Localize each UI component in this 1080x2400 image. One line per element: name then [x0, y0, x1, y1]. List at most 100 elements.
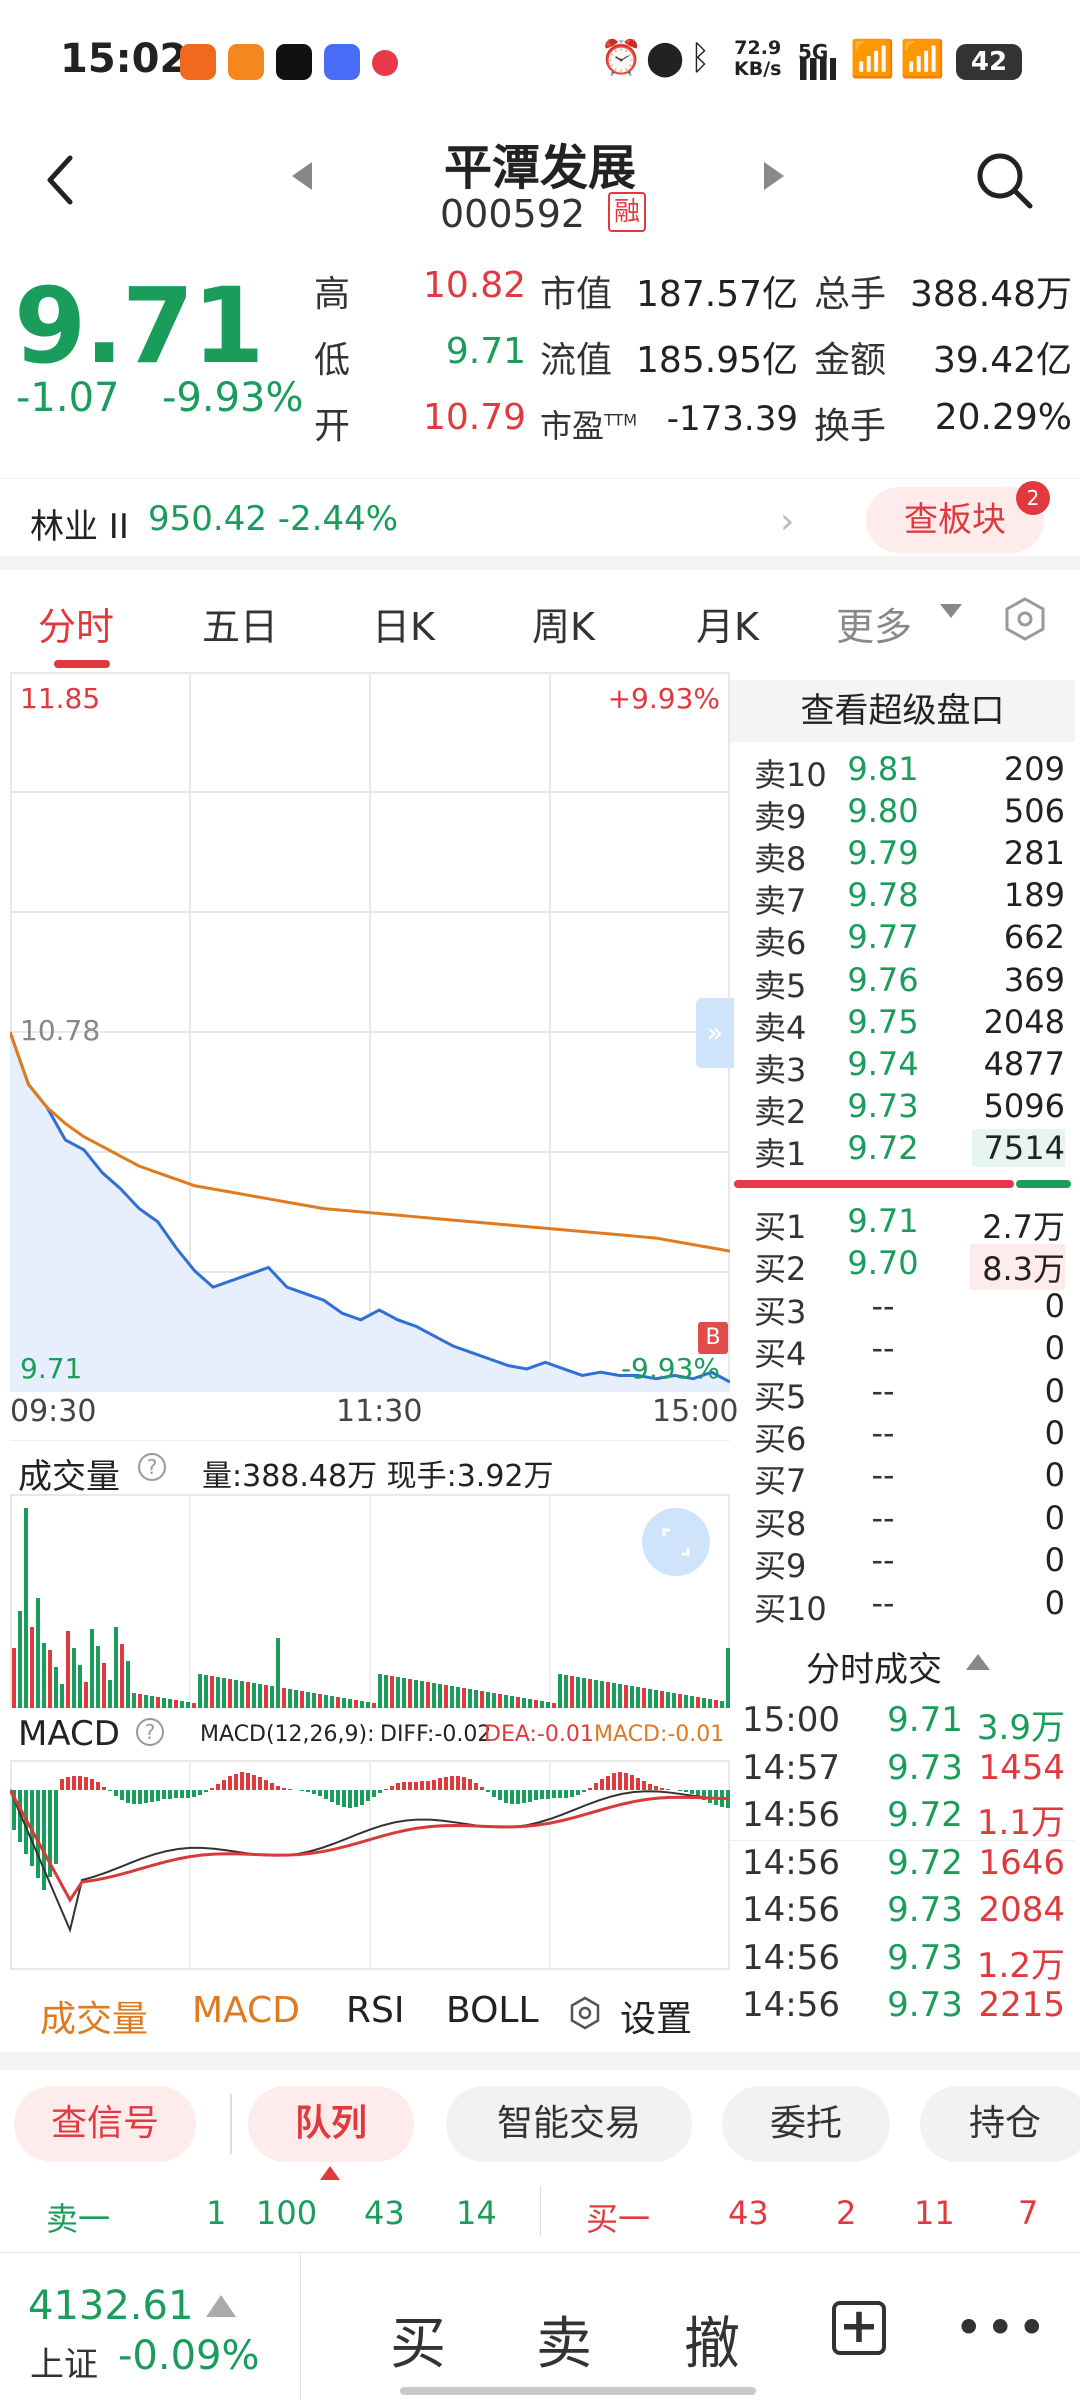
fullscreen-icon[interactable] — [640, 1506, 712, 1578]
tab-monthly-k[interactable]: 月K — [696, 605, 759, 649]
macd-bar — [138, 1790, 142, 1804]
ask-row[interactable]: 卖2 9.73 5096 — [730, 1087, 1075, 1131]
macd-bar — [312, 1790, 316, 1794]
bid-row[interactable]: 买8 -- 0 — [730, 1498, 1075, 1543]
volume-bar — [222, 1678, 226, 1708]
ask-row[interactable]: 卖7 9.78 189 — [730, 876, 1075, 920]
ask-row[interactable]: 卖1 9.72 7514 — [730, 1128, 1075, 1173]
buy-button[interactable]: 买 — [390, 2312, 446, 2377]
action-bar: 查信号 队列 智能交易 委托 持仓 — [0, 2070, 1080, 2180]
app-notification-icon — [180, 44, 216, 80]
macd-bar — [678, 1790, 682, 1791]
expand-panel-icon[interactable]: » — [696, 998, 734, 1068]
back-icon[interactable] — [40, 150, 80, 210]
search-icon[interactable] — [972, 148, 1036, 212]
macd-bar — [306, 1790, 310, 1792]
prev-stock-icon[interactable] — [292, 162, 312, 190]
macd-bar — [450, 1776, 454, 1790]
index-ticker[interactable]: 4132.61 上证 -0.09% — [0, 2253, 300, 2400]
volume-bar — [132, 1693, 136, 1708]
position-button[interactable]: 持仓 — [920, 2086, 1080, 2162]
volume-bar — [654, 1690, 658, 1708]
intraday-chart[interactable]: 11.85 +9.93% 10.78 9.71 -9.93% B » — [8, 672, 734, 1392]
divider — [300, 2253, 301, 2400]
super-book-button[interactable]: 查看超级盘口 — [730, 680, 1075, 742]
indicator-settings-tab[interactable]: 设置 — [620, 1999, 693, 2040]
divider — [230, 2094, 232, 2154]
smart-trade-button[interactable]: 智能交易 — [446, 2086, 692, 2162]
ask-row[interactable]: 卖3 9.74 4877 — [730, 1045, 1075, 1089]
volume-chart[interactable] — [10, 1494, 730, 1708]
bid-row[interactable]: 买10 -- 0 — [730, 1583, 1075, 1628]
tab-daily-k[interactable]: 日K — [372, 605, 435, 649]
bid-row[interactable]: 买2 9.70 8.3万 — [730, 1244, 1075, 1291]
bid-row[interactable]: 买4 -- 0 — [730, 1329, 1075, 1373]
macd-bar — [192, 1790, 196, 1797]
more-icon[interactable]: ••• — [954, 2299, 1049, 2357]
tab-intraday[interactable]: 分时 — [38, 605, 115, 649]
help-icon[interactable]: ? — [136, 1718, 164, 1746]
indicator-rsi-tab[interactable]: RSI — [346, 1990, 405, 2031]
bid-row[interactable]: 买6 -- 0 — [730, 1414, 1075, 1458]
macd-bar — [108, 1790, 112, 1791]
ask-row[interactable]: 卖4 9.75 2048 — [730, 1003, 1075, 1047]
indicator-boll-tab[interactable]: BOLL — [446, 1990, 539, 2031]
ask-row[interactable]: 卖10 9.81 209 — [730, 750, 1075, 794]
macd-bar — [360, 1790, 364, 1805]
macd-bar — [324, 1790, 328, 1799]
volume-bar — [24, 1508, 28, 1708]
next-stock-icon[interactable] — [764, 162, 784, 190]
bid-row[interactable]: 买9 -- 0 — [730, 1541, 1075, 1585]
settings-hex-icon[interactable] — [1002, 596, 1048, 642]
book-price: -- — [871, 1371, 895, 1410]
indicator-volume-tab[interactable]: 成交量 — [40, 1999, 149, 2040]
tab-more[interactable]: 更多 — [836, 605, 913, 649]
volume-bar — [378, 1674, 382, 1708]
add-watchlist-button[interactable]: + — [832, 2301, 886, 2355]
ticks-header[interactable]: 分时成交 — [806, 1650, 942, 1690]
volume-bar — [708, 1699, 712, 1708]
macd-bar — [456, 1776, 460, 1790]
entrust-button[interactable]: 委托 — [722, 2086, 890, 2162]
sector-row[interactable]: 林业 II 950.42 -2.44% › 查板块 2 — [0, 478, 1080, 562]
volume-bar — [174, 1700, 178, 1708]
bid-row[interactable]: 买3 -- 0 — [730, 1287, 1075, 1331]
macd-chart[interactable] — [10, 1760, 730, 1970]
bid-row[interactable]: 买7 -- 0 — [730, 1456, 1075, 1500]
volume-bar — [306, 1692, 310, 1708]
queue-button[interactable]: 队列 — [248, 2086, 414, 2162]
volume-bar — [216, 1677, 220, 1708]
cancel-button[interactable]: 撤 — [684, 2312, 740, 2377]
signal-button[interactable]: 查信号 — [14, 2086, 196, 2162]
tick-volume: 1.2万 — [976, 1945, 1065, 1986]
tab-five-day[interactable]: 五日 — [202, 605, 279, 649]
book-volume: 0 — [1044, 1498, 1065, 1537]
ask-row[interactable]: 卖9 9.80 506 — [730, 792, 1075, 836]
volume-bar — [624, 1685, 628, 1708]
ask-row[interactable]: 卖8 9.79 281 — [730, 834, 1075, 878]
volume-bar — [552, 1703, 556, 1708]
settings-icon[interactable] — [568, 1996, 602, 2030]
view-sector-button[interactable]: 查板块 — [866, 487, 1044, 553]
ask-row[interactable]: 卖6 9.77 662 — [730, 918, 1075, 962]
macd-bar — [282, 1788, 286, 1790]
macd-bar — [42, 1790, 46, 1890]
active-indicator — [320, 2166, 340, 2180]
macd-bar — [78, 1776, 82, 1790]
bid-row[interactable]: 买1 9.71 2.7万 — [730, 1202, 1075, 1246]
tab-weekly-k[interactable]: 周K — [532, 605, 595, 649]
book-volume: 7514 — [971, 1128, 1065, 1167]
sort-up-icon[interactable] — [966, 1654, 990, 1670]
macd-bar — [432, 1780, 436, 1790]
volume-bar — [576, 1677, 580, 1708]
book-volume: 0 — [1044, 1583, 1065, 1622]
macd-bar — [132, 1790, 136, 1804]
macd-bar — [240, 1772, 244, 1790]
indicator-macd-tab[interactable]: MACD — [192, 1990, 300, 2031]
chevron-down-icon[interactable] — [940, 604, 962, 618]
price-chart-svg[interactable] — [8, 672, 731, 1392]
bid-row[interactable]: 买5 -- 0 — [730, 1371, 1075, 1416]
ask-row[interactable]: 卖5 9.76 369 — [730, 961, 1075, 1005]
sell-button[interactable]: 卖 — [536, 2312, 592, 2377]
help-icon[interactable]: ? — [138, 1453, 166, 1481]
